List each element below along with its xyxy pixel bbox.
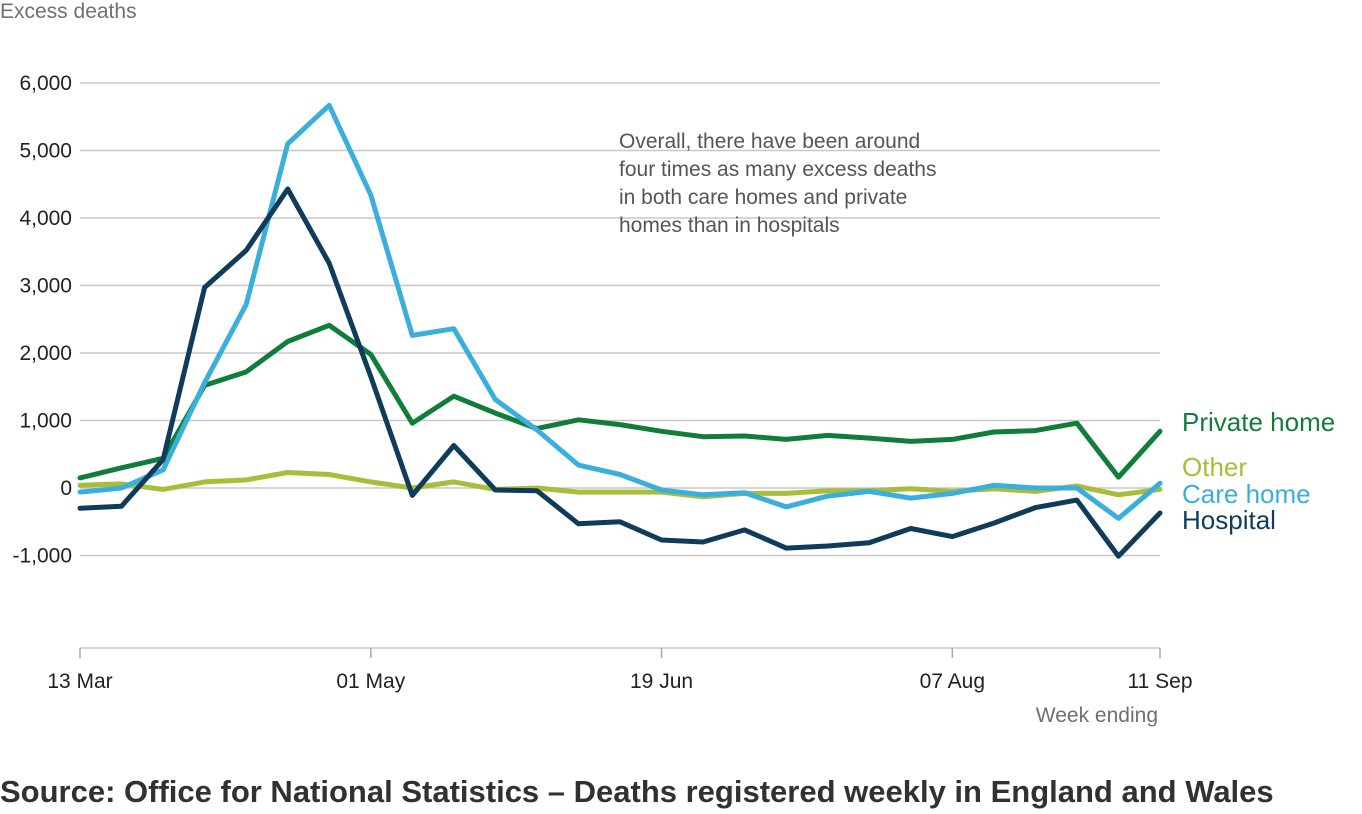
series-line-hospital bbox=[77, 186, 1163, 559]
x-axis-title: Week ending bbox=[1036, 704, 1158, 727]
x-tick-label: 19 Jun bbox=[630, 670, 693, 693]
series-line-care-home bbox=[77, 102, 1163, 521]
y-tick-label: 5,000 bbox=[19, 140, 72, 163]
y-tick-label: -1,000 bbox=[12, 545, 72, 568]
x-tick-label: 11 Sep bbox=[1128, 670, 1193, 693]
y-tick-label: 6,000 bbox=[19, 72, 72, 95]
y-tick-label: 0 bbox=[60, 477, 72, 500]
series-label-private-home: Private home bbox=[1182, 407, 1335, 437]
annotation-line: homes than in hospitals bbox=[619, 214, 840, 237]
y-tick-label: 2,000 bbox=[19, 342, 72, 365]
series-label-other: Other bbox=[1182, 452, 1247, 482]
x-axis: 13 Mar 01 May 19 Jun 07 Aug 11 Sep bbox=[47, 647, 1193, 693]
y-tick-label: 4,000 bbox=[19, 207, 72, 230]
y-tick-label: 3,000 bbox=[19, 275, 72, 298]
x-tick-label: 07 Aug bbox=[920, 670, 985, 693]
x-tick-label: 01 May bbox=[336, 670, 405, 693]
series-line-private-home bbox=[77, 322, 1163, 481]
y-axis-title: Excess deaths bbox=[0, 0, 137, 23]
annotation-line: Overall, there have been around bbox=[619, 130, 920, 153]
series-label-hospital: Hospital bbox=[1182, 505, 1276, 535]
y-tick-label: 1,000 bbox=[19, 410, 72, 433]
y-tick-labels: -1,000 0 1,000 2,000 3,000 4,000 5,000 6,000 bbox=[12, 72, 72, 568]
series-label-care-home: Care home bbox=[1182, 479, 1311, 509]
line-chart: Excess deaths -1,000 0 1,000 2,000 3,000 4,00… bbox=[0, 0, 1335, 727]
x-tick-label: 13 Mar bbox=[47, 670, 112, 693]
gridlines bbox=[80, 82, 1160, 557]
series-lines bbox=[77, 102, 1163, 559]
annotation-line: in both care homes and private bbox=[619, 186, 907, 209]
annotation: Overall, there have been around four time… bbox=[619, 130, 936, 237]
annotation-line: four times as many excess deaths bbox=[619, 158, 936, 181]
source-note: Source: Office for National Statistics –… bbox=[0, 774, 1274, 809]
